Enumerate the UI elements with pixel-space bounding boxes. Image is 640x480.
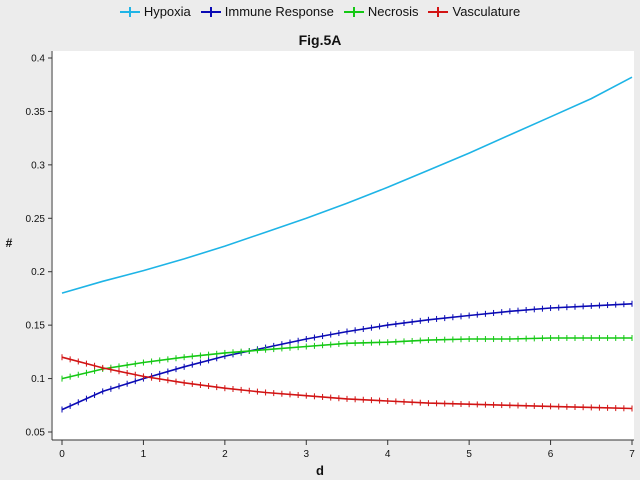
y-tick-label: 0.2 <box>31 267 45 278</box>
y-axis-label: # <box>5 236 13 250</box>
x-tick-label: 4 <box>385 449 391 460</box>
series-vasculature <box>61 354 633 412</box>
y-tick-label: 0.15 <box>26 321 46 332</box>
axes: 0.05 0.1 0.15 0.2 0.25 0.3 0.35 0.4 0 1 2 3 4 5 6 7 <box>26 51 635 460</box>
y-tick-label: 0.35 <box>26 107 46 118</box>
legend-swatch <box>200 6 221 18</box>
x-tick-label: 1 <box>141 449 147 460</box>
y-tick-label: 0.4 <box>31 54 45 65</box>
legend-item-immune-response[interactable]: Immune Response <box>200 4 334 19</box>
plot-area <box>51 51 634 440</box>
legend-swatch <box>428 6 449 18</box>
y-tick-label: 0.25 <box>26 214 46 225</box>
y-tick-label: 0.05 <box>26 428 46 439</box>
legend-item-necrosis[interactable]: Necrosis <box>343 4 419 19</box>
legend-label: Immune Response <box>224 4 334 19</box>
legend: Hypoxia Immune Response Necrosis Vasculatur… <box>0 4 640 19</box>
x-tick-label: 2 <box>222 449 228 460</box>
legend-label: Necrosis <box>367 4 419 19</box>
x-tick-label: 7 <box>629 449 635 460</box>
legend-item-hypoxia[interactable]: Hypoxia <box>119 4 191 19</box>
x-tick-label: 5 <box>466 449 472 460</box>
legend-swatch <box>343 6 364 18</box>
x-tick-label: 0 <box>59 449 65 460</box>
series-necrosis <box>61 334 633 382</box>
legend-swatch <box>119 6 140 18</box>
x-tick-label: 6 <box>548 449 554 460</box>
series-lines <box>61 76 633 413</box>
legend-label: Hypoxia <box>143 4 191 19</box>
y-tick-label: 0.1 <box>31 374 45 385</box>
x-tick-label: 3 <box>304 449 310 460</box>
legend-label: Vasculature <box>452 4 521 19</box>
chart-title: Fig.5A <box>298 32 342 48</box>
legend-item-vasculature[interactable]: Vasculature <box>428 4 520 19</box>
series-hypoxia <box>61 76 633 294</box>
y-tick-label: 0.3 <box>31 160 45 171</box>
x-axis-label: d <box>316 463 324 478</box>
series-line-hypoxia <box>61 76 633 294</box>
